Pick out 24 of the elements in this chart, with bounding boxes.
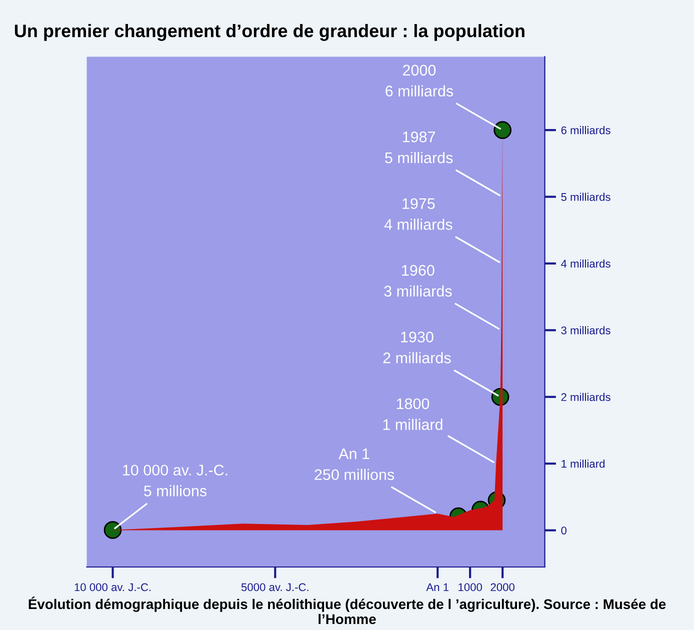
y-tick-label: 0	[561, 526, 567, 534]
annotation: 1800 1 milliard	[383, 398, 442, 430]
y-tick-label: 5 milliards	[561, 192, 610, 201]
x-tick-label: 10 000 av. J.-C.	[74, 583, 151, 592]
point	[104, 521, 122, 539]
annotation: 1987 5 milliards	[385, 132, 453, 164]
annotation: An 1 250 millions	[314, 448, 394, 480]
y-tick-label: 3 milliards	[561, 326, 610, 334]
annotation: 2000 6 milliards	[386, 64, 454, 96]
annotation: 1960 3 milliards	[384, 264, 452, 297]
x-tick-label: 1000	[458, 583, 482, 592]
y-tick-label: 2 milliards	[561, 392, 610, 402]
annotation: 1975 4 milliards	[384, 198, 452, 230]
y-tick-label: 4 milliards	[561, 259, 610, 268]
y-tick-label: 1 milliard	[562, 460, 604, 468]
text: Évolution démographique depuis le néolithique (découverte de l ’agriculture). Source : Musée de l’Homme	[28, 596, 666, 624]
annotation: 10 000 av. J.-C. 5 millions	[123, 464, 228, 496]
x-tick-label: 2000	[490, 583, 514, 592]
annotation: 1930 2 milliards	[383, 332, 451, 364]
chart-title: Un premier changement d’ordre de grandeur : la population	[14, 24, 524, 41]
x-tick-label: 5000 av. J.-C.	[241, 583, 308, 592]
x-tick-label: An 1	[426, 583, 449, 592]
point	[494, 121, 512, 139]
y-tick-label: 6 milliards	[561, 126, 610, 134]
